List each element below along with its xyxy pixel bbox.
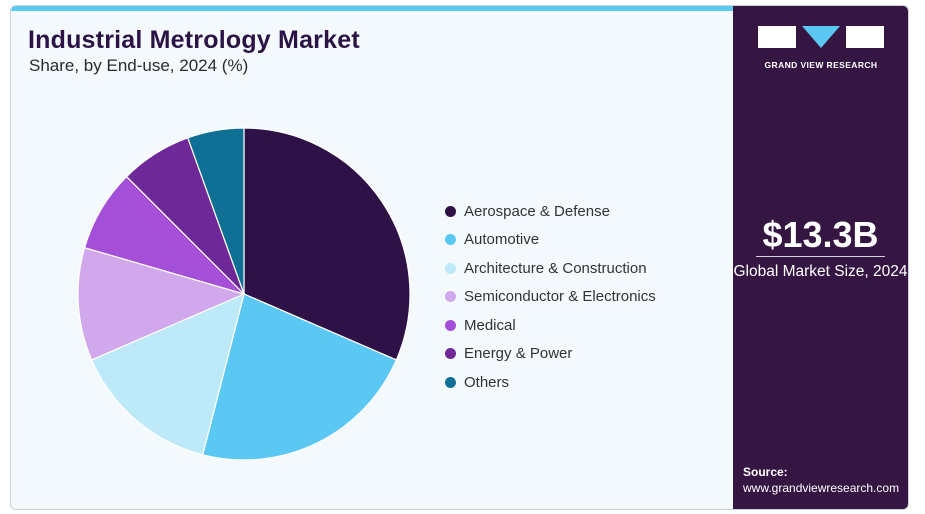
legend-item: Automotive (445, 226, 656, 255)
chart-legend: Aerospace & Defense Automotive Architectur… (445, 197, 656, 397)
pie-slice-others (187, 127, 245, 295)
legend-label: Aerospace & Defense (464, 202, 610, 220)
source-label: Source: (743, 465, 788, 479)
chart-title: Industrial Metrology Market (28, 26, 360, 54)
accent-bar (11, 6, 733, 11)
source-link[interactable]: www.grandviewresearch.com (743, 481, 900, 495)
legend-label: Semiconductor & Electronics (464, 288, 656, 306)
legend-swatch (445, 348, 456, 360)
info-panel: GRAND VIEW RESEARCH $13.3B Global Market… (733, 6, 908, 509)
legend-swatch (445, 205, 456, 217)
logo-block-left (758, 26, 796, 48)
legend-item: Architecture & Construction (445, 254, 656, 283)
brand-logo: GRAND VIEW RESEARCH (758, 26, 884, 70)
legend-swatch (445, 234, 456, 246)
legend-item: Others (445, 368, 656, 397)
legend-item: Energy & Power (445, 340, 656, 369)
chart-subtitle: Share, by End-use, 2024 (%) (29, 56, 249, 75)
legend-swatch (445, 262, 456, 274)
pie-slice-architecture-construction (90, 292, 245, 456)
pie-chart (77, 127, 411, 461)
market-size-value: $13.3B (762, 214, 879, 255)
pie-slice-aerospace-defense (243, 127, 411, 361)
logo-triangle (802, 26, 840, 48)
legend-label: Automotive (464, 231, 540, 249)
legend-swatch (445, 291, 456, 303)
report-card: Industrial Metrology Market Share, by En… (10, 5, 909, 510)
legend-label: Architecture & Construction (464, 259, 647, 277)
pie-slice-automotive (201, 293, 398, 461)
divider (756, 256, 885, 257)
legend-item: Medical (445, 311, 656, 340)
legend-swatch (445, 319, 456, 331)
pie-slice-semiconductor-electronics (77, 246, 246, 361)
legend-label: Energy & Power (464, 345, 573, 363)
legend-item: Semiconductor & Electronics (445, 283, 656, 312)
legend-label: Others (464, 373, 510, 391)
logo-block-right (846, 26, 884, 48)
legend-item: Aerospace & Defense (445, 197, 656, 226)
legend-label: Medical (464, 316, 516, 334)
legend-swatch (445, 376, 456, 388)
market-size-label: Global Market Size, 2024 (733, 263, 908, 280)
brand-name: GRAND VIEW RESEARCH (764, 60, 878, 70)
